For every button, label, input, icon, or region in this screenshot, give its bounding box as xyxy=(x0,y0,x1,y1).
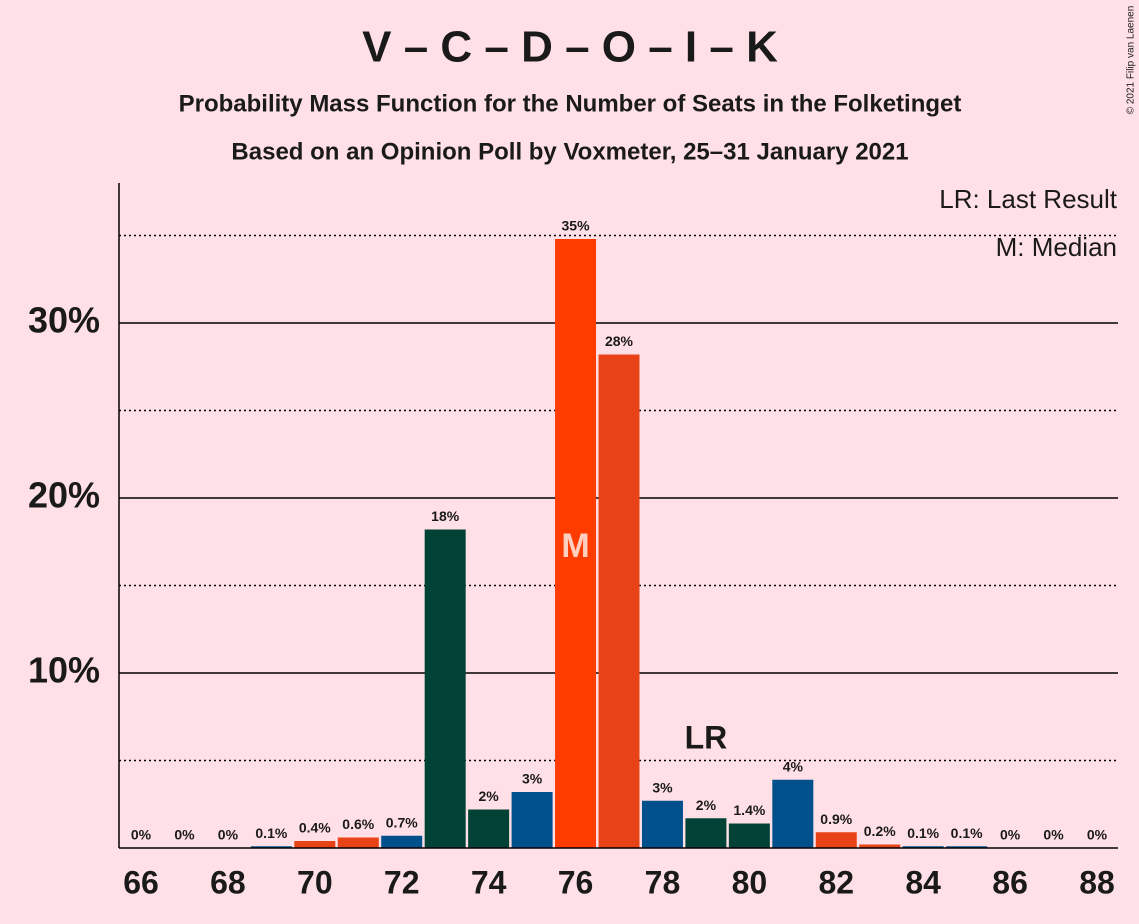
x-tick-label: 76 xyxy=(558,864,594,900)
bar xyxy=(250,846,292,848)
bar xyxy=(555,239,597,848)
bar xyxy=(902,846,944,848)
y-tick-label: 20% xyxy=(28,475,100,516)
value-label: 0.9% xyxy=(820,811,852,827)
value-label: 3% xyxy=(522,771,543,787)
chart-subtitle: Probability Mass Function for the Number… xyxy=(179,90,962,117)
x-tick-label: 66 xyxy=(123,864,159,900)
copyright: © 2021 Filip van Laenen xyxy=(1126,6,1137,115)
value-label: 2% xyxy=(479,788,500,804)
value-label: 0% xyxy=(131,827,152,843)
bar xyxy=(641,800,683,848)
x-tick-label: 78 xyxy=(645,864,681,900)
value-label: 0.7% xyxy=(386,814,418,830)
value-label: 3% xyxy=(652,779,673,795)
bar xyxy=(294,841,336,848)
y-tick-label: 30% xyxy=(28,300,100,341)
chart-title: V – C – D – O – I – K xyxy=(362,23,778,72)
bar xyxy=(511,792,553,848)
value-label: 4% xyxy=(783,758,804,774)
x-tick-label: 88 xyxy=(1079,864,1115,900)
bar xyxy=(337,837,379,848)
bar xyxy=(815,832,857,848)
value-label: 1.4% xyxy=(733,802,765,818)
value-label: 2% xyxy=(696,797,717,813)
bar xyxy=(772,779,814,848)
value-label: 28% xyxy=(605,333,634,349)
value-label: 0.2% xyxy=(864,823,896,839)
bar xyxy=(424,529,466,848)
bar xyxy=(381,835,423,848)
legend-entry: M: Median xyxy=(996,232,1117,262)
bar xyxy=(598,354,640,848)
x-tick-label: 70 xyxy=(297,864,333,900)
bar xyxy=(859,844,901,848)
value-label: 0% xyxy=(1043,827,1064,843)
bar xyxy=(946,846,988,848)
value-label: 35% xyxy=(562,218,591,234)
value-label: 0.6% xyxy=(342,816,374,832)
legend-entry: LR: Last Result xyxy=(939,184,1118,214)
chart-subtitle: Based on an Opinion Poll by Voxmeter, 25… xyxy=(231,138,908,165)
value-label: 0% xyxy=(1087,827,1108,843)
value-label: 0% xyxy=(218,827,239,843)
median-marker: M xyxy=(561,527,589,565)
value-label: 0% xyxy=(174,827,195,843)
value-label: 0% xyxy=(1000,827,1021,843)
value-label: 18% xyxy=(431,508,460,524)
bar xyxy=(468,809,510,848)
y-tick-label: 10% xyxy=(28,650,100,691)
x-tick-label: 82 xyxy=(818,864,854,900)
value-label: 0.1% xyxy=(255,825,287,841)
x-tick-label: 80 xyxy=(732,864,768,900)
x-tick-label: 86 xyxy=(992,864,1028,900)
value-label: 0.4% xyxy=(299,820,331,836)
value-label: 0.1% xyxy=(951,825,983,841)
last-result-marker: LR xyxy=(685,719,728,755)
x-tick-label: 84 xyxy=(905,864,941,900)
bar xyxy=(685,818,727,848)
bar xyxy=(728,823,770,848)
x-tick-label: 74 xyxy=(471,864,507,900)
value-label: 0.1% xyxy=(907,825,939,841)
x-tick-label: 68 xyxy=(210,864,246,900)
x-tick-label: 72 xyxy=(384,864,420,900)
